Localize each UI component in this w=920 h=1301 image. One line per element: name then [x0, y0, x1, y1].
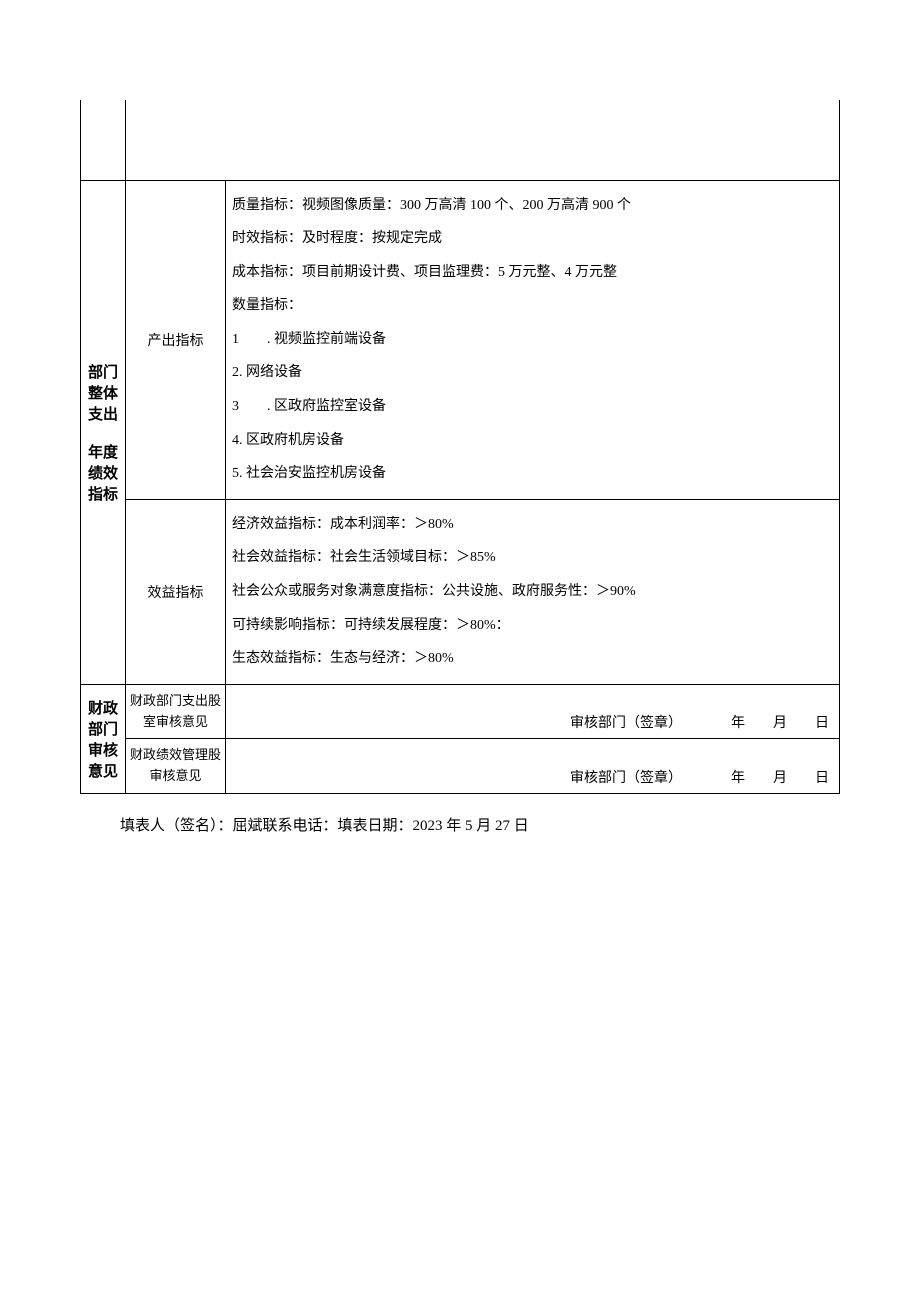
- output-content: 质量指标：视频图像质量：300 万高清 100 个、200 万高清 900 个 …: [226, 180, 840, 499]
- review2-signature: 审核部门（签章） 年 月 日: [226, 739, 840, 794]
- cost-indicator: 成本指标：项目前期设计费、项目监理费：5 万元整、4 万元整: [232, 256, 833, 290]
- sustainable-indicator: 可持续影响指标：可持续发展程度：＞80%：: [232, 609, 833, 643]
- quality-indicator: 质量指标：视频图像质量：300 万高清 100 个、200 万高清 900 个: [232, 189, 833, 223]
- review2-label: 财政绩效管理股审核意见: [126, 739, 226, 794]
- performance-table: 部门整体支出 年度绩效指标 产出指标 质量指标：视频图像质量：300 万高清 1…: [80, 100, 840, 794]
- satisfaction-indicator: 社会公众或服务对象满意度指标：公共设施、政府服务性：＞90%: [232, 575, 833, 609]
- ecological-indicator: 生态效益指标：生态与经济：＞80%: [232, 642, 833, 676]
- footer-note: 填表人（签名）：屈斌联系电话：填表日期：2023 年 5 月 27 日: [80, 814, 840, 835]
- quantity-item-5: 5. 社会治安监控机房设备: [232, 457, 833, 491]
- review2-row: 财政绩效管理股审核意见 审核部门（签章） 年 月 日: [81, 739, 840, 794]
- output-type-label: 产出指标: [126, 180, 226, 499]
- timeliness-indicator: 时效指标：及时程度：按规定完成: [232, 222, 833, 256]
- review1-label: 财政部门支出股室审核意见: [126, 684, 226, 739]
- benefit-content: 经济效益指标：成本利润率：＞80% 社会效益指标：社会生活领域目标：＞85% 社…: [226, 499, 840, 684]
- benefit-type-label: 效益指标: [126, 499, 226, 684]
- quantity-item-4: 4. 区政府机房设备: [232, 424, 833, 458]
- output-indicator-row: 部门整体支出 年度绩效指标 产出指标 质量指标：视频图像质量：300 万高清 1…: [81, 180, 840, 499]
- quantity-item-2: 2. 网络设备: [232, 356, 833, 390]
- economic-indicator: 经济效益指标：成本利润率：＞80%: [232, 508, 833, 542]
- page-container: 部门整体支出 年度绩效指标 产出指标 质量指标：视频图像质量：300 万高清 1…: [0, 0, 920, 875]
- quantity-header: 数量指标：: [232, 289, 833, 323]
- section1-label-line1: 部门整体支出: [88, 365, 118, 423]
- benefit-indicator-row: 效益指标 经济效益指标：成本利润率：＞80% 社会效益指标：社会生活领域目标：＞…: [81, 499, 840, 684]
- review1-signature: 审核部门（签章） 年 月 日: [226, 684, 840, 739]
- empty-header-row: [81, 100, 840, 180]
- section1-label: 部门整体支出 年度绩效指标: [81, 180, 126, 684]
- review1-row: 财政部门审核意见 财政部门支出股室审核意见 审核部门（签章） 年 月 日: [81, 684, 840, 739]
- quantity-item-1: 1 . 视频监控前端设备: [232, 323, 833, 357]
- quantity-item-3: 3 . 区政府监控室设备: [232, 390, 833, 424]
- section1-label-line2: 年度绩效指标: [88, 445, 118, 503]
- social-indicator: 社会效益指标：社会生活领域目标：＞85%: [232, 541, 833, 575]
- section2-label: 财政部门审核意见: [81, 684, 126, 793]
- empty-cell-2: [126, 100, 840, 180]
- empty-cell-1: [81, 100, 126, 180]
